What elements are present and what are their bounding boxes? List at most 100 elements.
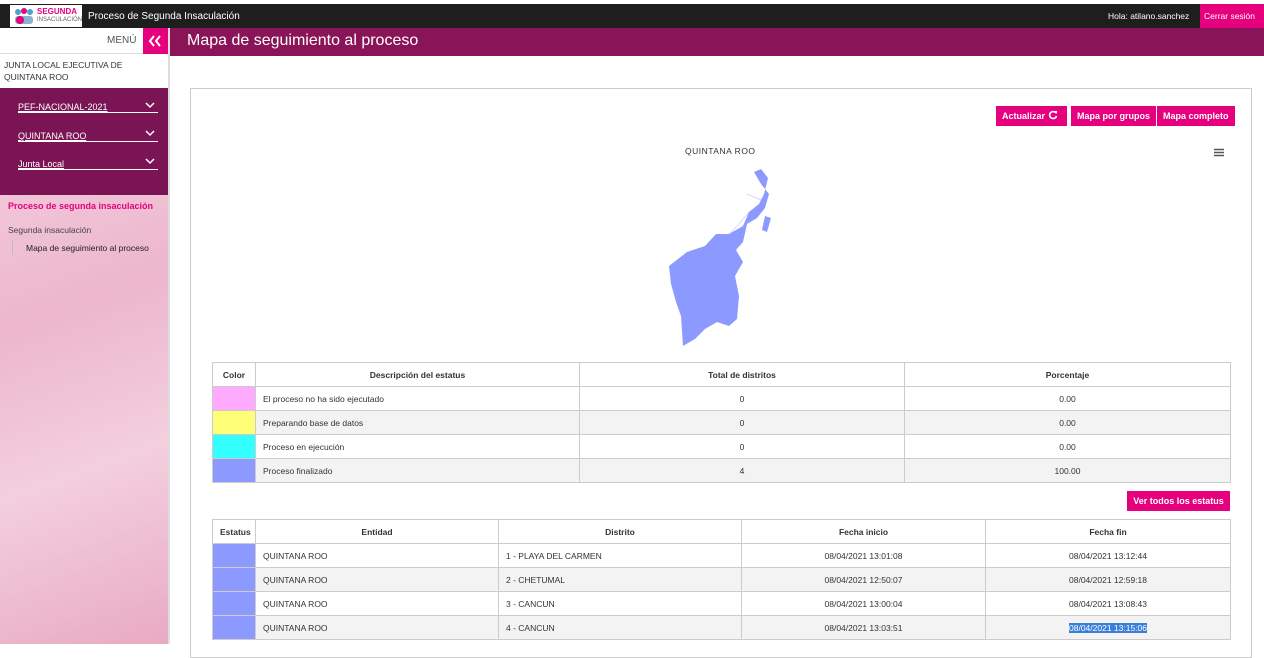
description: Proceso finalizado (263, 465, 333, 476)
cell: Proceso en ejecución (255, 434, 580, 459)
table-row: Proceso en ejecución 0 0.00 (212, 434, 1231, 459)
cell: 100.00 (904, 458, 1231, 483)
status-color (212, 434, 256, 459)
select-label: QUINTANA ROO (18, 131, 158, 142)
column-header: Color (212, 362, 256, 387)
column-header: Estatus (212, 519, 256, 544)
button-label: Mapa por grupos (1077, 111, 1151, 121)
start: 08/04/2021 13:01:08 (824, 550, 903, 561)
button-label: Actualizar (1002, 111, 1046, 121)
sidebar: MENÚ JUNTA LOCAL EJECUTIVA DE QUINTANA R… (0, 28, 170, 644)
logo-icon (15, 8, 33, 24)
table-row: Proceso finalizado 4 100.00 (212, 458, 1231, 483)
logo-top: SEGUNDA (37, 7, 78, 16)
menu-toggle[interactable] (143, 28, 168, 54)
menu-label: MENÚ (107, 35, 137, 46)
cell: QUINTANA ROO (255, 591, 499, 616)
district-table: Estatus Entidad Distrito Fecha inicio Fecha … (212, 519, 1231, 640)
column-header: Fecha inicio (741, 519, 986, 544)
percent: 0.00 (1059, 417, 1076, 428)
state-shape[interactable] (669, 169, 769, 346)
column-header: Descripción del estatus (255, 362, 580, 387)
start: 08/04/2021 12:50:07 (824, 574, 903, 585)
description: Preparando base de datos (263, 417, 364, 428)
select-label: Junta Local (18, 159, 158, 170)
select-label: PEF-NACIONAL-2021 (18, 102, 158, 113)
status-color (212, 458, 256, 483)
district: 1 - PLAYA DEL CARMEN (506, 550, 602, 561)
status-color (212, 567, 256, 592)
logout-button[interactable]: Cerrar sesión (1200, 4, 1264, 28)
status-color (212, 543, 256, 568)
page: SEGUNDA INSACULACIÓN Proceso de Segunda … (0, 4, 1264, 658)
full-map-button[interactable]: Mapa completo (1157, 106, 1235, 126)
district-borders (728, 193, 762, 235)
select-junta[interactable]: Junta Local (18, 159, 158, 177)
cell: 0.00 (904, 434, 1231, 459)
status-color (212, 410, 256, 435)
select-process[interactable]: PEF-NACIONAL-2021 (18, 102, 158, 120)
district: 4 - CANCUN (506, 622, 555, 633)
nav-section[interactable]: Proceso de segunda insaculación (8, 201, 154, 211)
end: 08/04/2021 13:12:44 (1069, 550, 1147, 561)
cell: 08/04/2021 13:00:04 (741, 591, 986, 616)
status-color (212, 615, 256, 640)
entity: QUINTANA ROO (263, 574, 328, 585)
table-row: El proceso no ha sido ejecutado 0 0.00 (212, 386, 1231, 411)
cell: 08/04/2021 13:12:44 (985, 543, 1231, 568)
nav-subsection[interactable]: Segunda insaculación (8, 225, 92, 235)
cell: 08/04/2021 12:59:18 (985, 567, 1231, 592)
cell: 08/04/2021 13:15:06 (985, 615, 1231, 640)
entity: QUINTANA ROO (263, 550, 328, 561)
cell: QUINTANA ROO (255, 543, 499, 568)
location-text: JUNTA LOCAL EJECUTIVA DE QUINTANA ROO (4, 60, 123, 82)
app-title: Proceso de Segunda Insaculación (88, 11, 240, 22)
cell: 4 - CANCUN (498, 615, 742, 640)
map-title: QUINTANA ROO (685, 146, 756, 156)
user-greeting: Hola: atilano.sanchez (1108, 11, 1190, 21)
table-row: QUINTANA ROO 3 - CANCUN 08/04/2021 13:00:0… (212, 591, 1231, 616)
map (669, 169, 771, 346)
cell: El proceso no ha sido ejecutado (255, 386, 580, 411)
column-header: Total de distritos (579, 362, 905, 387)
button-label: Ver todos los estatus (1133, 496, 1224, 506)
cell: 08/04/2021 13:01:08 (741, 543, 986, 568)
all-status-button[interactable]: Ver todos los estatus (1127, 491, 1230, 511)
column-header: Distrito (498, 519, 742, 544)
total: 0 (739, 393, 745, 404)
cell: QUINTANA ROO (255, 615, 499, 640)
logo[interactable]: SEGUNDA INSACULACIÓN (10, 5, 82, 27)
cell: 1 - PLAYA DEL CARMEN (498, 543, 742, 568)
map-menu[interactable] (1214, 148, 1224, 157)
table-row: QUINTANA ROO 2 - CHETUMAL 08/04/2021 12:50… (212, 567, 1231, 592)
district: 2 - CHETUMAL (506, 574, 566, 585)
total: 4 (739, 465, 745, 476)
cell: 0 (579, 386, 905, 411)
cell: QUINTANA ROO (255, 567, 499, 592)
select-entity[interactable]: QUINTANA ROO (18, 131, 158, 149)
top-bar: SEGUNDA INSACULACIÓN Proceso de Segunda … (0, 4, 1264, 28)
start: 08/04/2021 13:00:04 (824, 598, 903, 609)
refresh-button[interactable]: Actualizar (996, 106, 1067, 126)
cell: 0 (579, 410, 905, 435)
total: 0 (739, 441, 745, 452)
cell: Proceso finalizado (255, 458, 580, 483)
table-row: QUINTANA ROO 4 - CANCUN 08/04/2021 13:03:5… (212, 615, 1231, 640)
refresh-icon (1048, 110, 1057, 120)
nav-item[interactable]: Mapa de seguimiento al proceso (12, 240, 149, 254)
column-header: Fecha fin (985, 519, 1231, 544)
cell: 08/04/2021 13:08:43 (985, 591, 1231, 616)
district: 3 - CANCUN (506, 598, 555, 609)
percent: 0.00 (1059, 393, 1076, 404)
button-label: Mapa completo (1163, 111, 1229, 121)
cell: 2 - CHETUMAL (498, 567, 742, 592)
table-header: Estatus Entidad Distrito Fecha inicio Fecha … (212, 519, 1231, 544)
cell: Preparando base de datos (255, 410, 580, 435)
cell: 08/04/2021 12:50:07 (741, 567, 986, 592)
status-color (212, 386, 256, 411)
group-map-button[interactable]: Mapa por grupos (1071, 106, 1157, 126)
entity: QUINTANA ROO (263, 622, 328, 633)
table-row: QUINTANA ROO 1 - PLAYA DEL CARMEN 08/04/20… (212, 543, 1231, 568)
logo-bottom: INSACULACIÓN (37, 17, 83, 23)
island[interactable] (762, 216, 771, 232)
